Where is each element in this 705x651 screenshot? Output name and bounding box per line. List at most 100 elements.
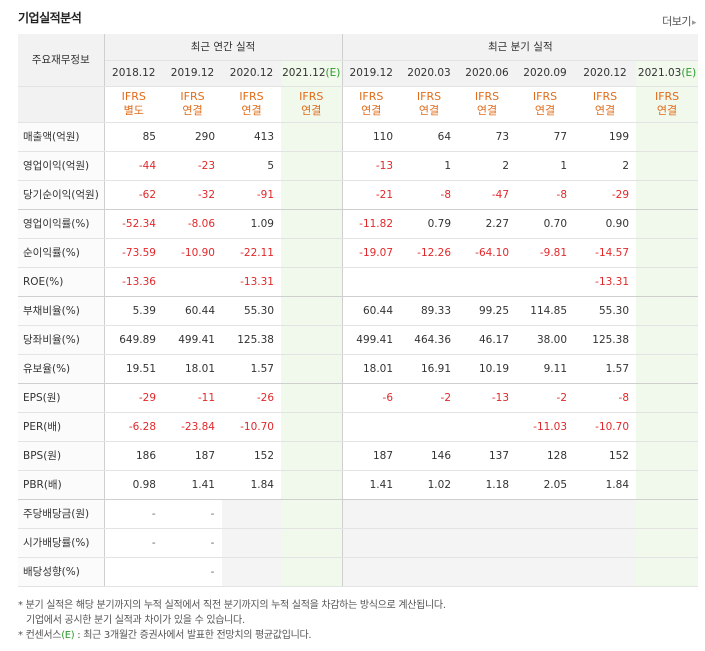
- row-label: PER(배): [18, 412, 105, 442]
- value-cell: [636, 122, 699, 152]
- ifrs-label: IFRS 연결: [636, 86, 699, 123]
- value-cell: -11: [163, 383, 222, 413]
- more-link[interactable]: 더보기▸: [662, 13, 696, 29]
- value-cell: 1.57: [222, 354, 281, 384]
- value-cell: [281, 296, 343, 326]
- value-cell: -11.03: [516, 412, 575, 442]
- period-header: 2018.12: [104, 60, 163, 87]
- table-row: 순이익률(%) -73.59 -10.90 -22.11 -19.07 -12.26 -64…: [18, 238, 699, 268]
- value-cell: -10.70: [222, 412, 281, 442]
- value-cell: 0.90: [574, 209, 637, 239]
- value-cell: -13.31: [574, 267, 637, 297]
- value-cell: 152: [222, 441, 281, 471]
- value-cell: 464.36: [400, 325, 459, 355]
- value-cell: 2.27: [458, 209, 517, 239]
- value-cell: [574, 499, 637, 529]
- period-header: 2021.03(E): [636, 60, 699, 87]
- table-row: PBR(배) 0.98 1.41 1.84 1.41 1.02 1.18 2.05 1.84: [18, 470, 699, 500]
- value-cell: -8: [574, 383, 637, 413]
- value-cell: -62: [104, 180, 163, 210]
- value-cell: 125.38: [574, 325, 637, 355]
- table-row: 영업이익률(%) -52.34 -8.06 1.09 -11.82 0.79 2.27 0.7…: [18, 209, 699, 239]
- value-cell: [281, 151, 343, 181]
- period-header: 2019.12: [342, 60, 401, 87]
- value-cell: 1.84: [574, 470, 637, 500]
- value-cell: [636, 296, 699, 326]
- value-cell: -47: [458, 180, 517, 210]
- value-cell: [636, 325, 699, 355]
- period-header: 2020.06: [458, 60, 517, 87]
- ifrs-standard: IFRS: [121, 90, 146, 103]
- footnote-1: * 분기 실적은 해당 분기까지의 누적 실적에서 직전 분기까지의 누적 실적…: [18, 600, 446, 611]
- row-label: 당좌비율(%): [18, 325, 105, 355]
- value-cell: 1.41: [342, 470, 401, 500]
- value-cell: [636, 499, 699, 529]
- value-cell: 1: [400, 151, 459, 181]
- table-row: ROE(%) -13.36 -13.31 -13.31: [18, 267, 699, 297]
- row-label: PBR(배): [18, 470, 105, 500]
- row-label: EPS(원): [18, 383, 105, 413]
- estimate-marker: (E): [681, 67, 697, 79]
- value-cell: 0.70: [516, 209, 575, 239]
- value-cell: -: [104, 499, 163, 529]
- value-cell: 152: [574, 441, 637, 471]
- value-cell: [281, 267, 343, 297]
- value-cell: [400, 412, 459, 442]
- value-cell: 413: [222, 122, 281, 152]
- value-cell: 110: [342, 122, 401, 152]
- value-cell: 5: [222, 151, 281, 181]
- row-label: 시가배당률(%): [18, 528, 105, 558]
- value-cell: [516, 267, 575, 297]
- value-cell: [400, 267, 459, 297]
- value-cell: -13.36: [104, 267, 163, 297]
- value-cell: [636, 528, 699, 558]
- value-cell: 1.02: [400, 470, 459, 500]
- ifrs-standard: IFRS: [416, 90, 442, 103]
- value-cell: 1.09: [222, 209, 281, 239]
- ifrs-standard: IFRS: [299, 90, 324, 103]
- value-cell: [636, 470, 699, 500]
- value-cell: -44: [104, 151, 163, 181]
- value-cell: -9.81: [516, 238, 575, 268]
- value-cell: 290: [163, 122, 222, 152]
- ifrs-label: IFRS 별도: [104, 86, 163, 123]
- value-cell: 2: [458, 151, 517, 181]
- value-cell: [458, 267, 517, 297]
- footnote-2-pre: * 컨센서스: [18, 630, 62, 641]
- value-cell: -52.34: [104, 209, 163, 239]
- value-cell: 649.89: [104, 325, 163, 355]
- value-cell: 114.85: [516, 296, 575, 326]
- value-cell: 64: [400, 122, 459, 152]
- value-cell: -13.31: [222, 267, 281, 297]
- ifrs-basis: 연결: [656, 104, 678, 117]
- value-cell: -21: [342, 180, 401, 210]
- value-cell: -6.28: [104, 412, 163, 442]
- value-cell: [574, 528, 637, 558]
- value-cell: [400, 499, 459, 529]
- financial-summary-table: 주요재무정보 최근 연간 실적 최근 분기 실적 2018.12 2019.12 2…: [18, 34, 699, 587]
- ifrs-label: IFRS 연결: [222, 86, 281, 123]
- value-cell: 199: [574, 122, 637, 152]
- estimate-marker: (E): [325, 67, 341, 79]
- value-cell: [636, 383, 699, 413]
- value-cell: 2: [574, 151, 637, 181]
- value-cell: [636, 238, 699, 268]
- footnote-1-cont: 기업에서 공시한 분기 실적과 차이가 있을 수 있습니다.: [26, 615, 245, 626]
- ifrs-basis: 연결: [241, 104, 262, 117]
- corner-blank: [18, 86, 105, 123]
- value-cell: [636, 412, 699, 442]
- value-cell: [281, 557, 343, 587]
- value-cell: -32: [163, 180, 222, 210]
- value-cell: [281, 383, 343, 413]
- value-cell: [636, 180, 699, 210]
- value-cell: 18.01: [163, 354, 222, 384]
- value-cell: [281, 238, 343, 268]
- value-cell: [342, 528, 401, 558]
- value-cell: 46.17: [458, 325, 517, 355]
- value-cell: [281, 180, 343, 210]
- period-label: 2021.12(E): [282, 67, 341, 79]
- annual-group-header: 최근 연간 실적: [104, 34, 343, 61]
- ifrs-label: IFRS 연결: [516, 86, 575, 123]
- value-cell: 5.39: [104, 296, 163, 326]
- value-cell: 55.30: [574, 296, 637, 326]
